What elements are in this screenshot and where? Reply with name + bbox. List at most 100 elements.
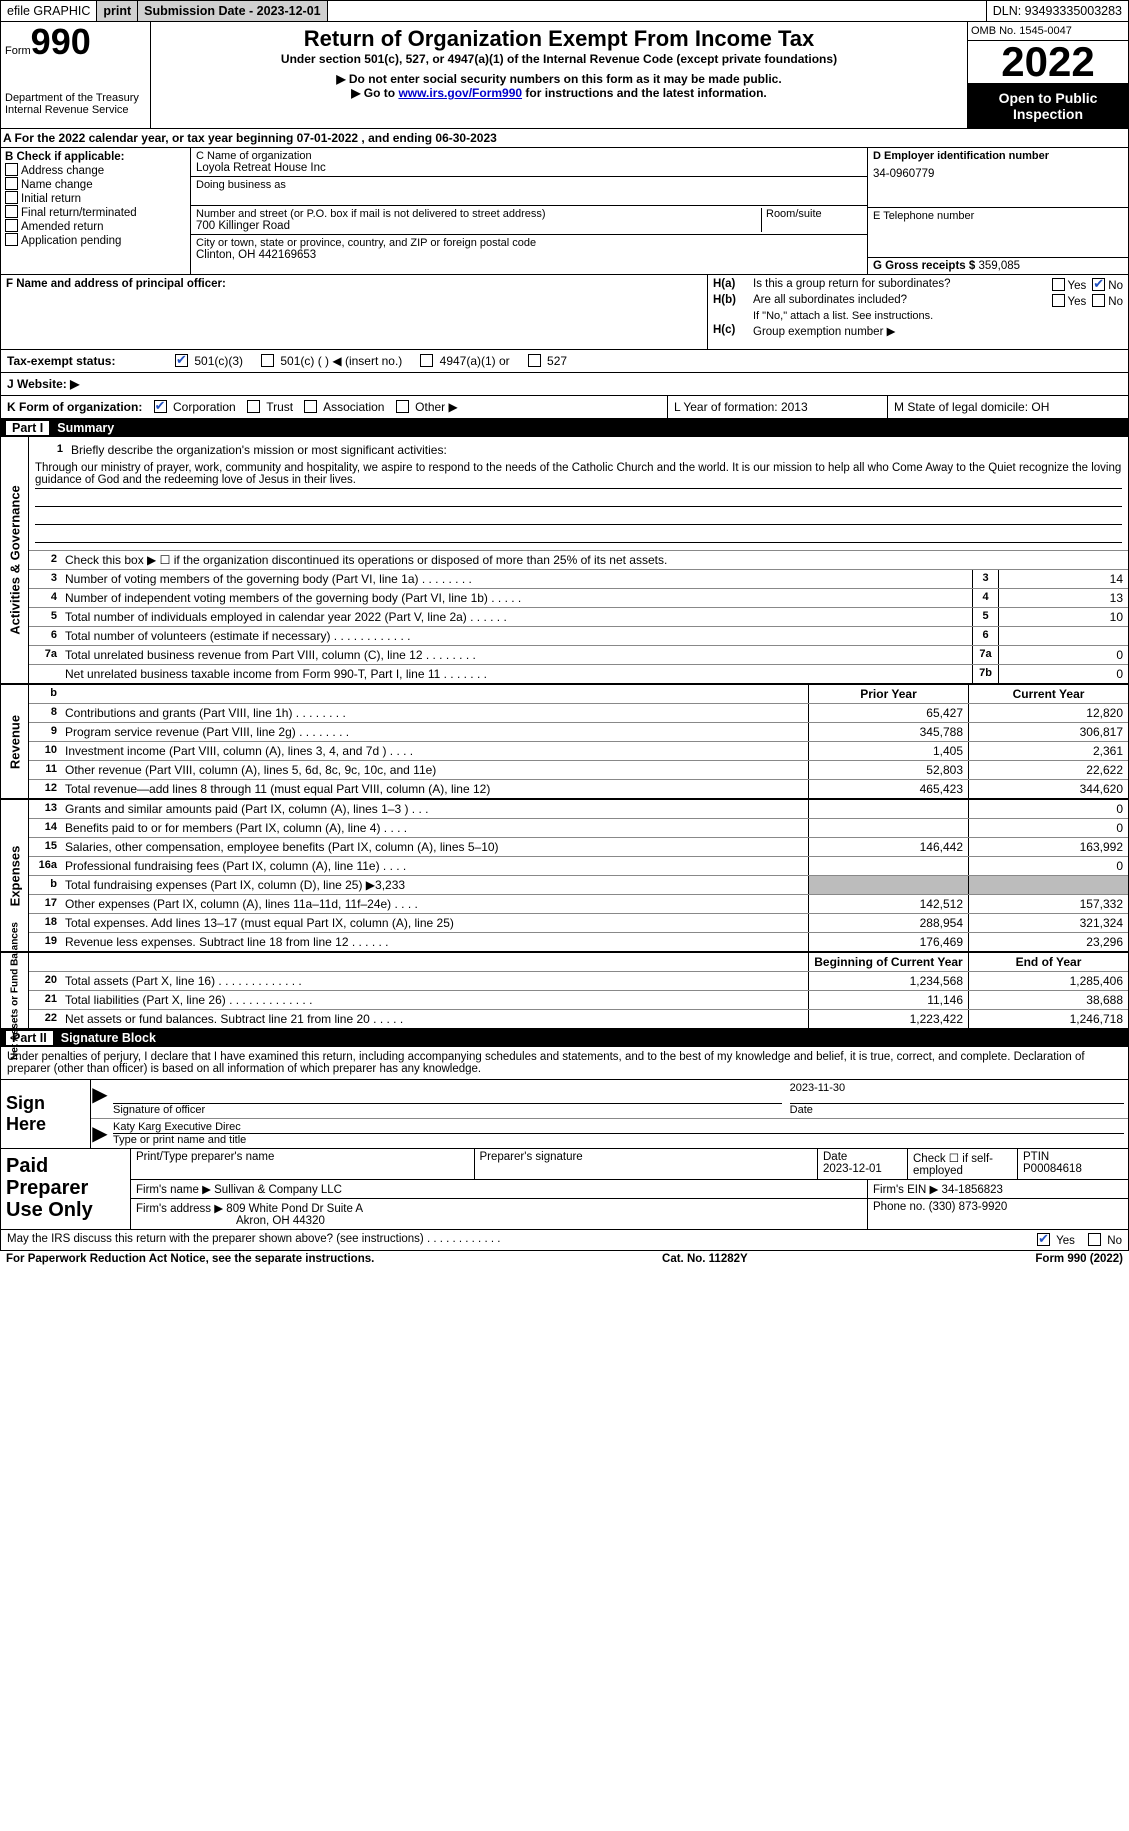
section-j: J Website: ▶ (0, 373, 1129, 396)
cat-no: Cat. No. 11282Y (662, 1253, 748, 1265)
form-number: Form990 (5, 26, 146, 58)
j-label: J Website: ▶ (7, 377, 79, 391)
name-label: C Name of organization (196, 150, 862, 162)
firm-ein: 34-1856823 (942, 1184, 1003, 1196)
dln-label: DLN: 93493335003283 (987, 1, 1128, 21)
penalties-text: Under penalties of perjury, I declare th… (0, 1047, 1129, 1080)
hdr-beg: Beginning of Current Year (808, 953, 968, 971)
v3: 14 (998, 570, 1128, 588)
chk-amended[interactable]: Amended return (5, 219, 186, 233)
section-k-l-m: K Form of organization: Corporation Trus… (0, 396, 1129, 419)
ein-value: 34-0960779 (873, 168, 1123, 180)
chk-name[interactable]: Name change (5, 177, 186, 191)
table-row: 19Revenue less expenses. Subtract line 1… (29, 932, 1128, 951)
part2-title: Signature Block (61, 1031, 156, 1045)
form-title: Return of Organization Exempt From Incom… (155, 26, 963, 52)
section-f-h: F Name and address of principal officer:… (0, 275, 1129, 350)
chk-527[interactable]: 527 (528, 354, 567, 368)
city-label: City or town, state or province, country… (196, 237, 862, 249)
q3: Number of voting members of the governin… (61, 570, 972, 588)
q1: Briefly describe the organization's miss… (67, 441, 1122, 459)
k-label: K Form of organization: (7, 400, 142, 414)
chk-501c[interactable]: 501(c) ( ) ◀ (insert no.) (261, 354, 402, 368)
addr-label: Number and street (or P.O. box if mail i… (196, 208, 757, 220)
chk-address[interactable]: Address change (5, 163, 186, 177)
table-row: 15Salaries, other compensation, employee… (29, 837, 1128, 856)
table-row: bTotal fundraising expenses (Part IX, co… (29, 875, 1128, 894)
chk-initial[interactable]: Initial return (5, 191, 186, 205)
toolbar-spacer (328, 1, 987, 21)
table-row: 16aProfessional fundraising fees (Part I… (29, 856, 1128, 875)
form-foot: Form 990 (2022) (1035, 1253, 1123, 1265)
table-row: 11Other revenue (Part VIII, column (A), … (29, 760, 1128, 779)
chk-4947[interactable]: 4947(a)(1) or (420, 354, 509, 368)
side-expenses: Expenses (7, 845, 22, 906)
dba-label: Doing business as (196, 179, 862, 191)
hdr-curr: Current Year (968, 685, 1128, 703)
firm-name: Sullivan & Company LLC (214, 1184, 342, 1196)
table-row: 12Total revenue—add lines 8 through 11 (… (29, 779, 1128, 798)
form-note2: ▶ Go to www.irs.gov/Form990 for instruct… (155, 86, 963, 100)
table-row: 20Total assets (Part X, line 16) . . . .… (29, 971, 1128, 990)
table-row: 8Contributions and grants (Part VIII, li… (29, 703, 1128, 722)
part1-header: Part I Summary (0, 419, 1129, 437)
hb-note: If "No," attach a list. See instructions… (753, 310, 1123, 322)
q6: Total number of volunteers (estimate if … (61, 627, 972, 645)
ptin: P00084618 (1023, 1163, 1082, 1175)
footer-note: For Paperwork Reduction Act Notice, see … (0, 1251, 1129, 1267)
table-row: 9Program service revenue (Part VIII, lin… (29, 722, 1128, 741)
section-i: Tax-exempt status: 501(c)(3) 501(c) ( ) … (0, 350, 1129, 373)
chk-final[interactable]: Final return/terminated (5, 205, 186, 219)
city-state-zip: Clinton, OH 442169653 (196, 249, 862, 261)
pen-icon: ▶ (91, 1080, 109, 1118)
street-address: 700 Killinger Road (196, 220, 757, 232)
hdr-end: End of Year (968, 953, 1128, 971)
type-name-label: Type or print name and title (113, 1134, 1124, 1146)
gross-label: G Gross receipts $ (873, 260, 975, 272)
chk-trust[interactable]: Trust (247, 400, 293, 414)
side-revenue: Revenue (7, 714, 22, 768)
prep-sig-label: Preparer's signature (475, 1149, 819, 1179)
gross-receipts: 359,085 (978, 260, 1020, 272)
mission-text: Through our ministry of prayer, work, co… (35, 462, 1122, 489)
hb-yes[interactable]: Yes (1052, 294, 1087, 308)
form-header: Form990 Department of the Treasury Inter… (0, 22, 1129, 129)
q5: Total number of individuals employed in … (61, 608, 972, 626)
discuss-yes[interactable]: Yes (1037, 1235, 1075, 1247)
l-year: L Year of formation: 2013 (668, 396, 888, 418)
side-governance: Activities & Governance (7, 485, 22, 635)
prep-date: 2023-12-01 (823, 1163, 882, 1175)
revenue-block: Revenue bPrior YearCurrent Year 8Contrib… (0, 684, 1129, 799)
top-toolbar: efile GRAPHIC print Submission Date - 20… (0, 0, 1129, 22)
print-button[interactable]: print (97, 1, 138, 21)
table-row: 21Total liabilities (Part X, line 26) . … (29, 990, 1128, 1009)
hc-question: Group exemption number ▶ (753, 324, 895, 338)
v5: 10 (998, 608, 1128, 626)
ein-label: D Employer identification number (873, 150, 1123, 162)
form-subtitle: Under section 501(c), 527, or 4947(a)(1)… (155, 52, 963, 66)
self-emp[interactable]: Check ☐ if self-employed (908, 1149, 1018, 1179)
chk-501c3[interactable]: 501(c)(3) (175, 354, 243, 368)
chk-corp[interactable]: Corporation (154, 400, 236, 414)
submission-date: Submission Date - 2023-12-01 (138, 1, 327, 21)
q7a: Total unrelated business revenue from Pa… (61, 646, 972, 664)
ha-no[interactable]: No (1092, 278, 1123, 292)
sign-here-block: Sign Here ▶ Signature of officer 2023-11… (0, 1080, 1129, 1149)
table-row: 10Investment income (Part VIII, column (… (29, 741, 1128, 760)
tax-year: 2022 (968, 41, 1128, 84)
ha-yes[interactable]: Yes (1052, 278, 1087, 292)
chk-pending[interactable]: Application pending (5, 233, 186, 247)
q2: Check this box ▶ ☐ if the organization d… (61, 551, 1128, 569)
discuss-no[interactable]: No (1088, 1235, 1122, 1247)
q7b: Net unrelated business taxable income fr… (61, 665, 972, 683)
irs-link[interactable]: www.irs.gov/Form990 (398, 86, 522, 100)
f-label: F Name and address of principal officer: (6, 278, 702, 290)
sig-officer-label: Signature of officer (113, 1104, 782, 1116)
ha-label: H(a) (713, 278, 753, 292)
hb-no[interactable]: No (1092, 294, 1123, 308)
col-d: D Employer identification number 34-0960… (868, 148, 1128, 274)
chk-other[interactable]: Other ▶ (396, 400, 458, 414)
firm-city: Akron, OH 44320 (236, 1215, 325, 1227)
chk-assoc[interactable]: Association (304, 400, 384, 414)
hb-label: H(b) (713, 294, 753, 308)
